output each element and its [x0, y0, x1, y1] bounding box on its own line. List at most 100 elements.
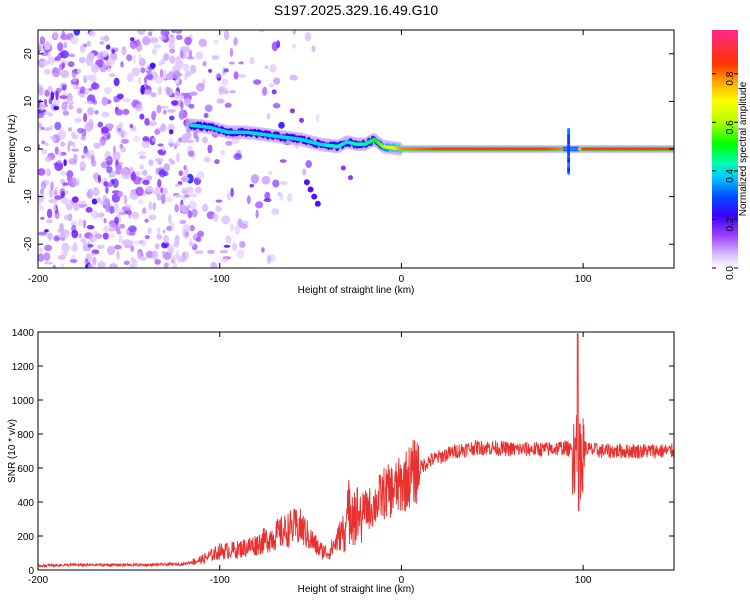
noise-blob — [44, 261, 53, 265]
noise-blob — [91, 262, 96, 268]
noise-blob — [253, 79, 262, 85]
noise-blob — [158, 169, 167, 178]
colorbar-tick-label: 0.0 — [725, 266, 736, 280]
noise-blob — [66, 203, 73, 211]
noise-blob — [71, 224, 77, 233]
branch-blob — [311, 193, 318, 200]
noise-blob — [52, 264, 56, 268]
noise-blob — [47, 85, 53, 92]
noise-blob — [60, 141, 66, 147]
noise-blob — [95, 213, 102, 217]
noise-blob — [78, 200, 87, 206]
noise-blob — [263, 198, 272, 203]
noise-blob — [264, 65, 269, 69]
noise-blob — [233, 37, 238, 46]
noise-blob — [57, 129, 67, 140]
noise-blob — [255, 201, 264, 209]
noise-blob — [99, 41, 105, 45]
noise-blob — [167, 123, 175, 133]
noise-blob — [107, 67, 112, 72]
noise-blob — [174, 204, 180, 213]
noise-blob — [113, 77, 120, 87]
noise-blob — [142, 207, 146, 214]
noise-blob — [207, 249, 215, 254]
y-tick-label: 1400 — [12, 328, 35, 339]
noise-blob — [291, 44, 297, 49]
noise-blob — [131, 67, 141, 77]
noise-blob — [38, 168, 46, 176]
noise-blob — [214, 159, 220, 165]
noise-blob — [215, 205, 222, 212]
noise-blob — [311, 45, 316, 52]
noise-blob — [120, 174, 129, 179]
noise-blob — [127, 240, 134, 246]
noise-blob — [106, 156, 113, 166]
noise-blob — [195, 236, 202, 242]
noise-blob — [163, 262, 169, 268]
noise-blob — [61, 190, 65, 199]
noise-blob — [91, 64, 99, 73]
noise-blob — [163, 53, 170, 61]
snr-plot-area — [38, 333, 674, 569]
noise-blob — [167, 245, 175, 254]
noise-blob — [160, 187, 164, 194]
noise-blob — [157, 86, 163, 96]
noise-blob — [110, 170, 116, 178]
noise-blob — [152, 202, 156, 211]
noise-blob — [180, 49, 184, 59]
noise-blob — [112, 145, 116, 154]
noise-blob — [139, 113, 145, 120]
noise-blob — [38, 121, 43, 128]
noise-blob — [146, 73, 154, 81]
noise-blob — [154, 129, 160, 135]
noise-blob — [88, 30, 96, 37]
noise-blob — [113, 203, 119, 210]
noise-blob — [195, 51, 203, 60]
noise-blob — [166, 225, 172, 231]
noise-blob — [179, 204, 186, 213]
noise-blob — [46, 208, 53, 219]
noise-blob — [158, 61, 163, 66]
noise-blob — [277, 192, 282, 197]
noise-blob — [139, 164, 145, 170]
noise-blob — [161, 242, 168, 249]
noise-blob — [170, 254, 180, 261]
colorbar-tick-label: 0.8 — [725, 71, 736, 85]
noise-blob — [54, 187, 59, 192]
noise-blob — [45, 219, 53, 224]
noise-blob — [62, 182, 69, 186]
colorbar-tick-label: 0.2 — [725, 217, 736, 231]
noise-blob — [69, 259, 78, 263]
noise-blob — [212, 213, 219, 222]
noise-blob — [179, 219, 187, 225]
noise-blob — [90, 82, 100, 90]
noise-blob — [128, 231, 135, 236]
noise-blob — [83, 260, 88, 264]
noise-blob — [259, 30, 265, 33]
noise-blob — [145, 186, 154, 193]
noise-blob — [78, 233, 82, 239]
noise-blob — [302, 168, 307, 176]
noise-blob — [203, 112, 209, 119]
noise-blob — [102, 232, 109, 240]
noise-blob — [182, 187, 191, 191]
noise-blob — [55, 90, 59, 101]
noise-blob — [54, 195, 63, 200]
noise-blob — [287, 193, 293, 203]
noise-blob — [115, 124, 123, 135]
noise-blob — [207, 144, 213, 154]
noise-blob — [39, 247, 43, 253]
noise-blob — [117, 191, 123, 198]
noise-blob — [115, 109, 124, 116]
noise-blob — [142, 179, 150, 185]
noise-blob — [66, 92, 73, 103]
noise-blob — [120, 131, 125, 139]
noise-blob — [96, 197, 102, 204]
noise-blob — [39, 36, 46, 45]
noise-blob — [68, 104, 74, 110]
noise-blob — [119, 223, 126, 229]
noise-blob — [63, 159, 67, 167]
x-tick-label: -200 — [28, 575, 48, 586]
noise-blob — [169, 48, 176, 54]
branch-blob — [314, 200, 321, 207]
